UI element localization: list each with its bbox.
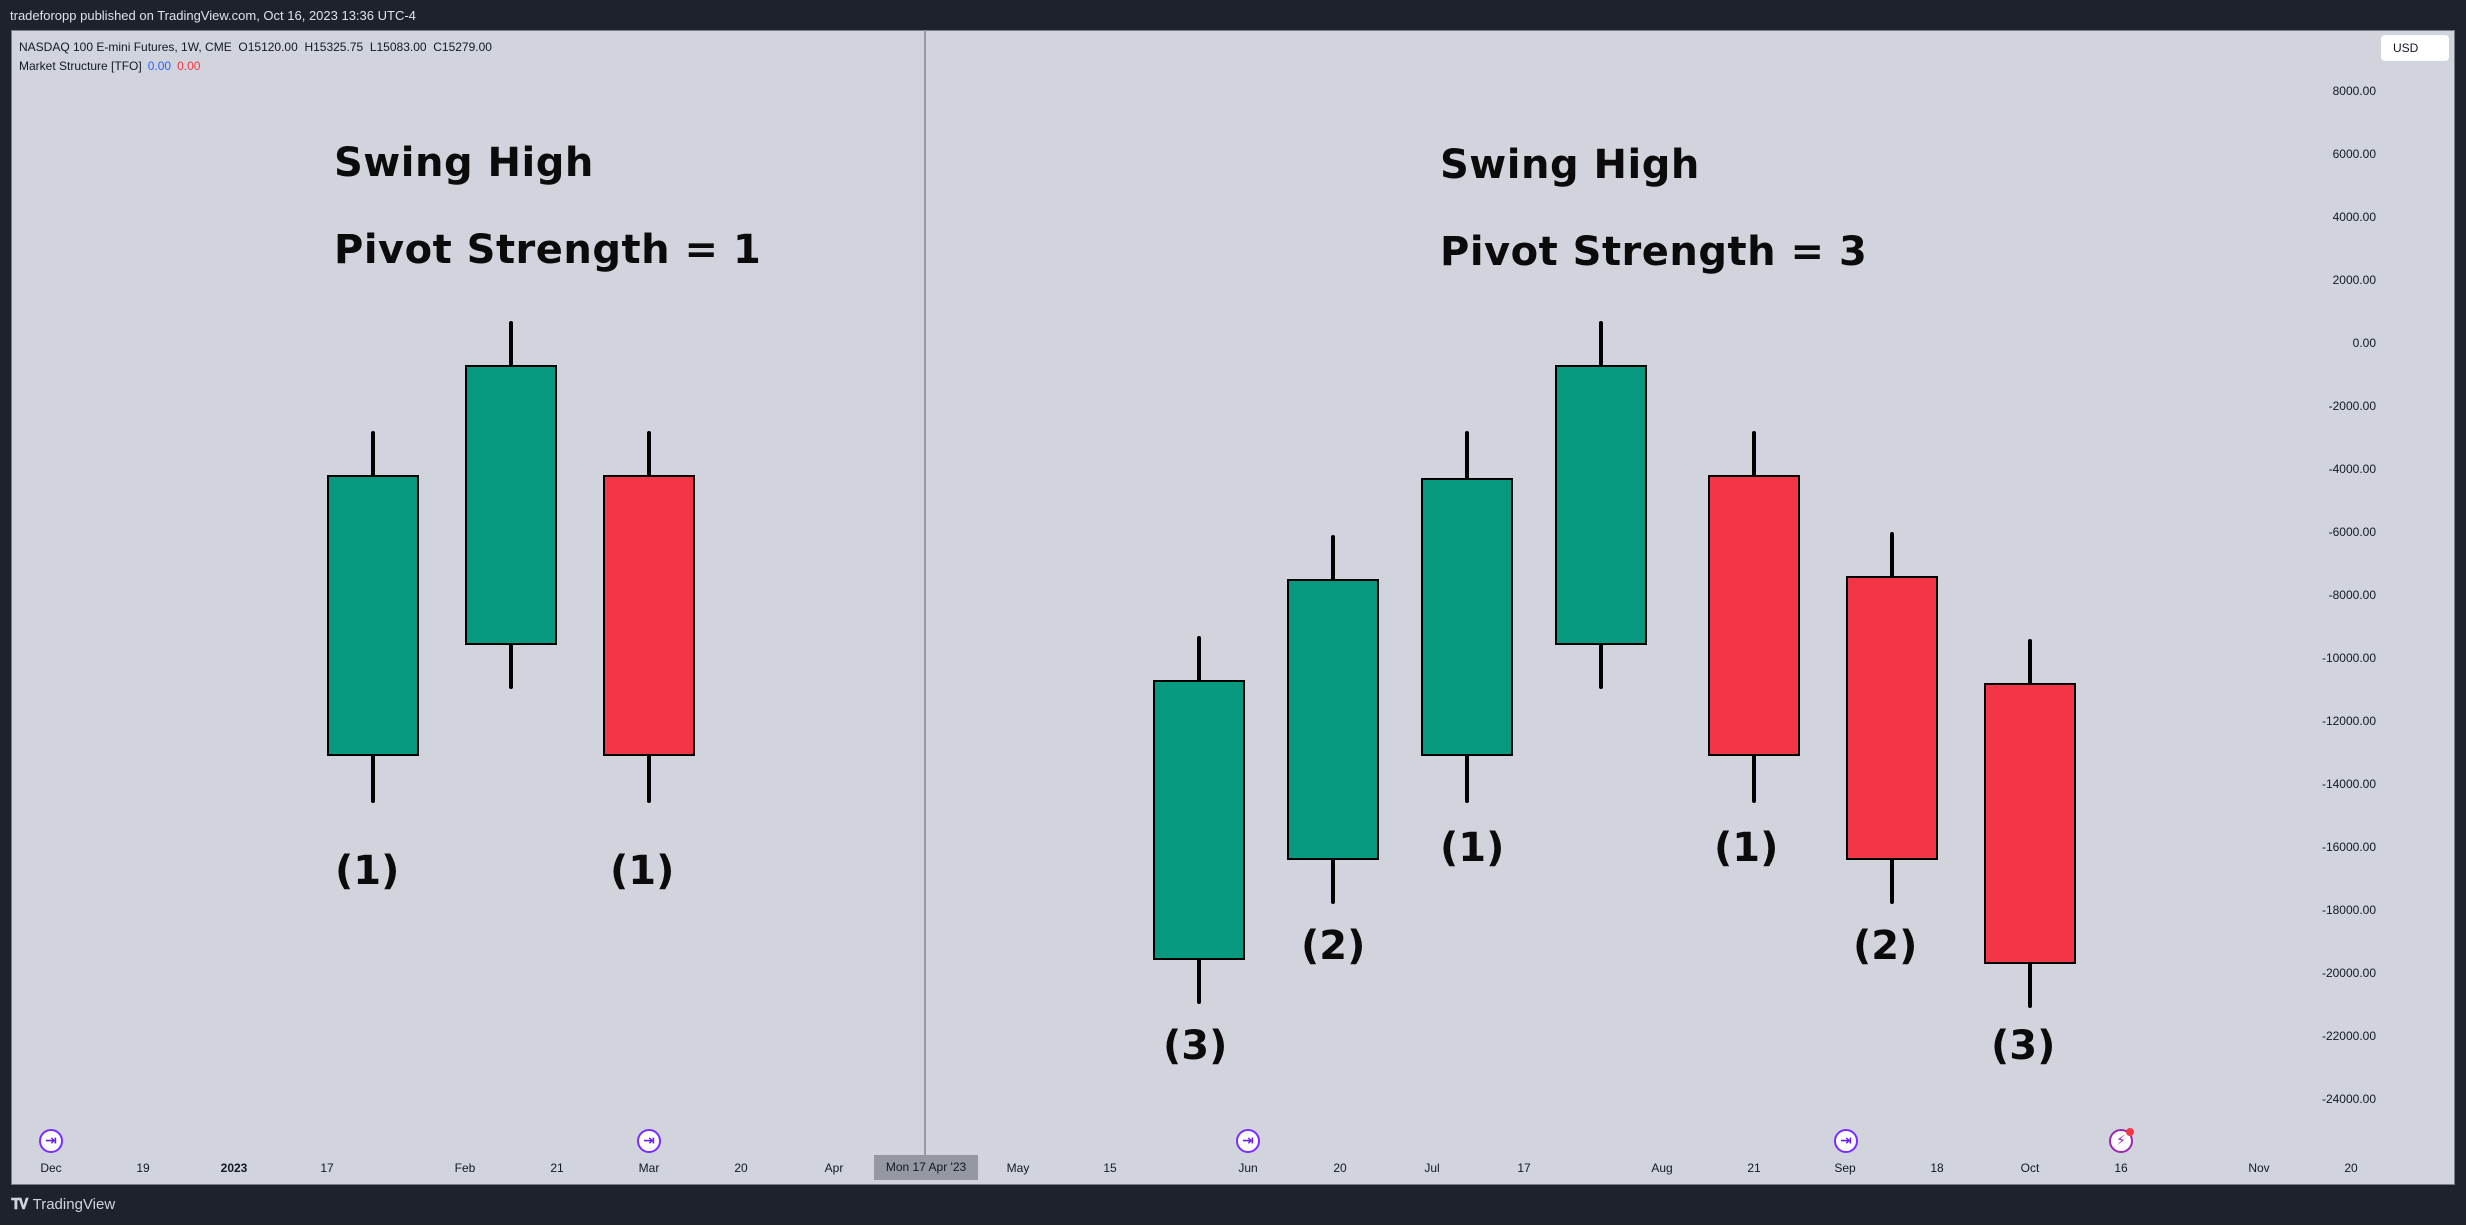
pivot-count-label[interactable]: (1)	[335, 848, 400, 894]
price-label: -14000.00	[2321, 777, 2376, 791]
economic-event-icon[interactable]: ⇥	[1236, 1129, 1260, 1153]
time-label: 20	[2344, 1161, 2358, 1175]
pivot-count-label[interactable]: (3)	[1991, 1023, 2056, 1069]
time-label: 20	[1333, 1161, 1347, 1175]
time-label: 17	[320, 1161, 334, 1175]
time-label: 18	[1930, 1161, 1944, 1175]
publish-info: tradeforopp published on TradingView.com…	[10, 8, 416, 23]
time-label: Jul	[1424, 1161, 1440, 1175]
bearish-candle[interactable]	[1846, 576, 1938, 860]
time-label: Oct	[2020, 1161, 2040, 1175]
price-label: -2000.00	[2328, 399, 2376, 413]
pivot-count-label[interactable]: (1)	[1714, 825, 1779, 871]
price-label: -24000.00	[2321, 1092, 2376, 1106]
pivot-count-label[interactable]: (1)	[610, 848, 675, 894]
footer-brand[interactable]: TradingView	[32, 1196, 116, 1213]
chart-legend: NASDAQ 100 E-mini Futures, 1W, CME O1512…	[19, 38, 492, 76]
price-label: 0.00	[2352, 336, 2376, 350]
price-label: 2000.00	[2332, 273, 2376, 287]
currency-button[interactable]: USD	[2381, 35, 2449, 61]
notification-dot	[2126, 1128, 2134, 1136]
bearish-candle[interactable]	[603, 475, 695, 756]
time-label: Nov	[2248, 1161, 2270, 1175]
price-label: -8000.00	[2328, 588, 2376, 602]
pivot-count-label[interactable]: (3)	[1163, 1023, 1228, 1069]
economic-event-icon[interactable]: ⇥	[1834, 1129, 1858, 1153]
price-label: -22000.00	[2321, 1029, 2376, 1043]
price-label: -20000.00	[2321, 966, 2376, 980]
bullish-candle[interactable]	[327, 475, 419, 756]
pivot-count-label[interactable]: (1)	[1440, 825, 1505, 871]
price-label: -6000.00	[2328, 525, 2376, 539]
price-label: 6000.00	[2332, 147, 2376, 161]
crosshair-vertical-line	[924, 30, 926, 1160]
bearish-candle[interactable]	[1984, 683, 2076, 964]
time-label: May	[1006, 1161, 1030, 1175]
crosshair-time-label: Mon 17 Apr '23	[874, 1155, 978, 1180]
time-label: 16	[2114, 1161, 2128, 1175]
price-label: -12000.00	[2321, 714, 2376, 728]
time-label: Apr	[824, 1161, 844, 1175]
pivot-count-label[interactable]: (2)	[1301, 923, 1366, 969]
time-label: Aug	[1651, 1161, 1673, 1175]
bearish-candle[interactable]	[1708, 475, 1800, 756]
time-label: 15	[1103, 1161, 1117, 1175]
pivot-count-label[interactable]: (2)	[1853, 923, 1918, 969]
time-label: 21	[550, 1161, 564, 1175]
price-label: 4000.00	[2332, 210, 2376, 224]
bullish-candle[interactable]	[1421, 478, 1513, 756]
time-scale-border	[11, 1184, 2375, 1185]
footer: 𝐓𝐕 TradingView	[11, 1196, 115, 1216]
economic-event-icon[interactable]: ⇥	[39, 1129, 63, 1153]
price-label: -10000.00	[2321, 651, 2376, 665]
publish-header: tradeforopp published on TradingView.com…	[0, 0, 2466, 30]
bullish-candle[interactable]	[465, 365, 557, 646]
indicator-value-1: 0.00	[147, 59, 172, 73]
indicator-name: Market Structure [TFO]	[19, 59, 142, 73]
time-label: 19	[136, 1161, 150, 1175]
price-label: -18000.00	[2321, 903, 2376, 917]
symbol-ohlc: NASDAQ 100 E-mini Futures, 1W, CME O1512…	[19, 40, 492, 54]
indicator-value-2: 0.00	[177, 59, 201, 73]
time-label: Dec	[40, 1161, 62, 1175]
time-label: 21	[1747, 1161, 1761, 1175]
price-label: -16000.00	[2321, 840, 2376, 854]
right-subtitle[interactable]: Pivot Strength = 3	[1440, 229, 1868, 275]
left-title[interactable]: Swing High	[334, 140, 594, 186]
price-label: 8000.00	[2332, 84, 2376, 98]
time-label: 2023	[220, 1161, 248, 1175]
bullish-candle[interactable]	[1287, 579, 1379, 860]
bullish-candle[interactable]	[1555, 365, 1647, 646]
time-label: Mar	[638, 1161, 660, 1175]
tradingview-logo-icon: 𝐓𝐕	[11, 1196, 29, 1213]
time-label: 17	[1517, 1161, 1531, 1175]
economic-event-icon[interactable]: ⇥	[637, 1129, 661, 1153]
indicator-legend[interactable]: Market Structure [TFO] 0.00 0.00	[19, 57, 492, 76]
time-label: Jun	[1238, 1161, 1258, 1175]
time-label: Feb	[454, 1161, 476, 1175]
bullish-candle[interactable]	[1153, 680, 1245, 961]
right-title[interactable]: Swing High	[1440, 142, 1700, 188]
price-label: -4000.00	[2328, 462, 2376, 476]
left-subtitle[interactable]: Pivot Strength = 1	[334, 227, 762, 273]
time-label: 20	[734, 1161, 748, 1175]
time-label: Sep	[1834, 1161, 1856, 1175]
flash-event-icon[interactable]: ⚡	[2109, 1128, 2134, 1153]
